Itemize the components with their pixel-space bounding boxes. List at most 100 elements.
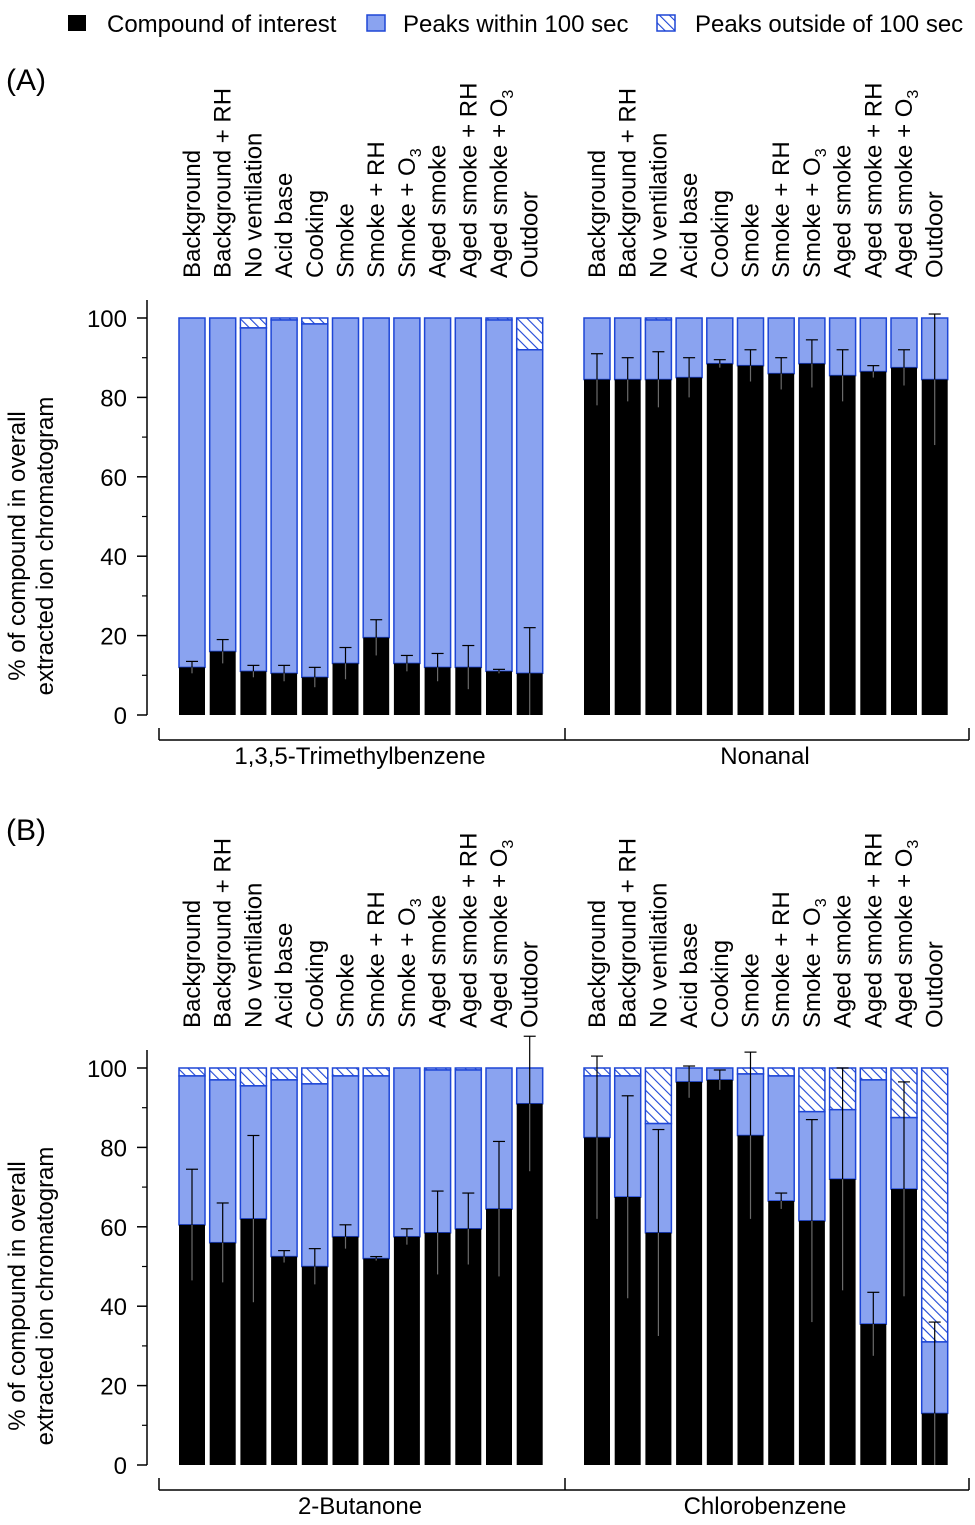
category-label: Aged smoke + RH (455, 83, 482, 278)
category-label: Background + RH (210, 88, 237, 278)
y-tick-label: 80 (100, 385, 127, 412)
bar-compound (891, 367, 917, 715)
bar-within (675, 317, 703, 379)
category-label: Smoke + RH (768, 141, 795, 278)
category-label: No ventilation (645, 883, 672, 1028)
bar-outside (178, 1067, 206, 1077)
category-label: Smoke (738, 953, 765, 1028)
category-label: Smoke + RH (363, 141, 390, 278)
bar-outside (270, 1067, 298, 1081)
category-label: Background (584, 900, 611, 1028)
legend-label-compound: Compound of interest (107, 11, 337, 38)
bar-compound (271, 1256, 298, 1465)
bar-compound (737, 365, 764, 715)
bar-within (301, 323, 329, 679)
bar-within (485, 319, 513, 673)
category-label: Aged smoke + RH (860, 83, 887, 278)
bar-compound (363, 1258, 390, 1465)
category-label: Acid base (271, 923, 298, 1028)
category-label: Background + RH (615, 838, 642, 1028)
y-axis-title-b-line2: extracted ion chromatogram (32, 1147, 59, 1446)
bar-compound (706, 363, 733, 715)
bar-outside (301, 317, 329, 325)
y-axis-title-a-line2: extracted ion chromatogram (32, 397, 59, 696)
bar-compound (768, 373, 795, 715)
category-label: No ventilation (240, 133, 267, 278)
bar-compound (676, 377, 703, 715)
legend-swatch-compound (68, 15, 86, 31)
category-label: Background (584, 150, 611, 278)
category-label: Aged smoke (830, 895, 857, 1028)
bar-outside (767, 1067, 795, 1077)
bar-within (362, 1075, 390, 1260)
category-label: Smoke + O3 (799, 898, 830, 1028)
y-tick-label: 100 (87, 306, 127, 333)
bar-within (767, 1075, 795, 1202)
group-label: Chlorobenzene (684, 1493, 847, 1520)
bar-outside (515, 317, 544, 351)
category-label: Smoke + O3 (394, 898, 425, 1028)
bar-within (331, 317, 360, 665)
category-label: Aged smoke (425, 895, 452, 1028)
category-label: Acid base (676, 923, 703, 1028)
bar-outside (613, 1067, 642, 1077)
category-label: No ventilation (240, 883, 267, 1028)
category-label: Outdoor (922, 191, 949, 278)
category-label: Aged smoke + RH (455, 833, 482, 1028)
bar-compound (645, 379, 672, 715)
bar-within (270, 1079, 298, 1258)
group-label: 2-Butanone (298, 1493, 422, 1520)
panel-label-a: (A) (6, 64, 46, 97)
bar-compound (486, 671, 512, 715)
bar-within (706, 317, 734, 365)
bar-within (301, 1083, 329, 1268)
legend-swatch-within (366, 14, 386, 32)
y-tick-label: 100 (87, 1056, 127, 1083)
y-axis-title-b-line1: % of compound in overall (4, 1161, 31, 1430)
y-tick-label: 20 (100, 1374, 127, 1401)
category-label: Smoke (738, 203, 765, 278)
plot-panel-a: 0 20 40 60 80 100 1,3,5-Trimethylbenzene Backgr… (87, 83, 970, 770)
bar-within (423, 317, 452, 669)
category-label: Outdoor (517, 941, 544, 1028)
y-tick-label: 60 (100, 1215, 127, 1242)
bar-within (362, 317, 390, 639)
panel-label-b: (B) (6, 814, 46, 847)
bar-compound (240, 671, 267, 715)
category-label: Smoke + O3 (799, 148, 830, 278)
category-label: Aged smoke + O3 (486, 840, 517, 1028)
bar-compound (301, 1266, 328, 1465)
bar-within (859, 317, 888, 373)
bar-compound (706, 1079, 733, 1465)
y-tick-label: 40 (100, 1294, 127, 1321)
y-axis-title-a-line1: % of compound in overall (4, 411, 31, 680)
legend: Compound of interest Peaks within 100 se… (68, 11, 963, 38)
legend-label-outside: Peaks outside of 100 sec (695, 11, 963, 38)
y-tick-label: 20 (100, 624, 127, 651)
category-label: Smoke + RH (768, 891, 795, 1028)
bar-compound (179, 667, 205, 715)
group-label: Nonanal (720, 743, 809, 770)
bar-compound (393, 663, 420, 715)
bar-compound (332, 1236, 359, 1465)
bar-outside (331, 1067, 360, 1077)
bar-compound (455, 1228, 482, 1465)
y-tick-label: 80 (100, 1135, 127, 1162)
bar-within (393, 317, 421, 665)
bar-outside (208, 1067, 237, 1081)
category-label: Cooking (302, 940, 329, 1028)
category-label: Background (179, 150, 206, 278)
bar-compound (860, 371, 887, 715)
y-tick-label: 40 (100, 544, 127, 571)
y-axis-title-a: % of compound in overall extracted ion c… (4, 397, 59, 696)
bar-within (270, 319, 298, 675)
legend-swatch-outside (656, 14, 676, 32)
bar-compound (584, 379, 610, 715)
category-label: Aged smoke + RH (860, 833, 887, 1028)
bar-within (239, 327, 268, 673)
category-label: Smoke (333, 203, 360, 278)
category-label: Background (179, 900, 206, 1028)
category-label: Smoke + RH (363, 891, 390, 1028)
category-label: Smoke + O3 (394, 148, 425, 278)
